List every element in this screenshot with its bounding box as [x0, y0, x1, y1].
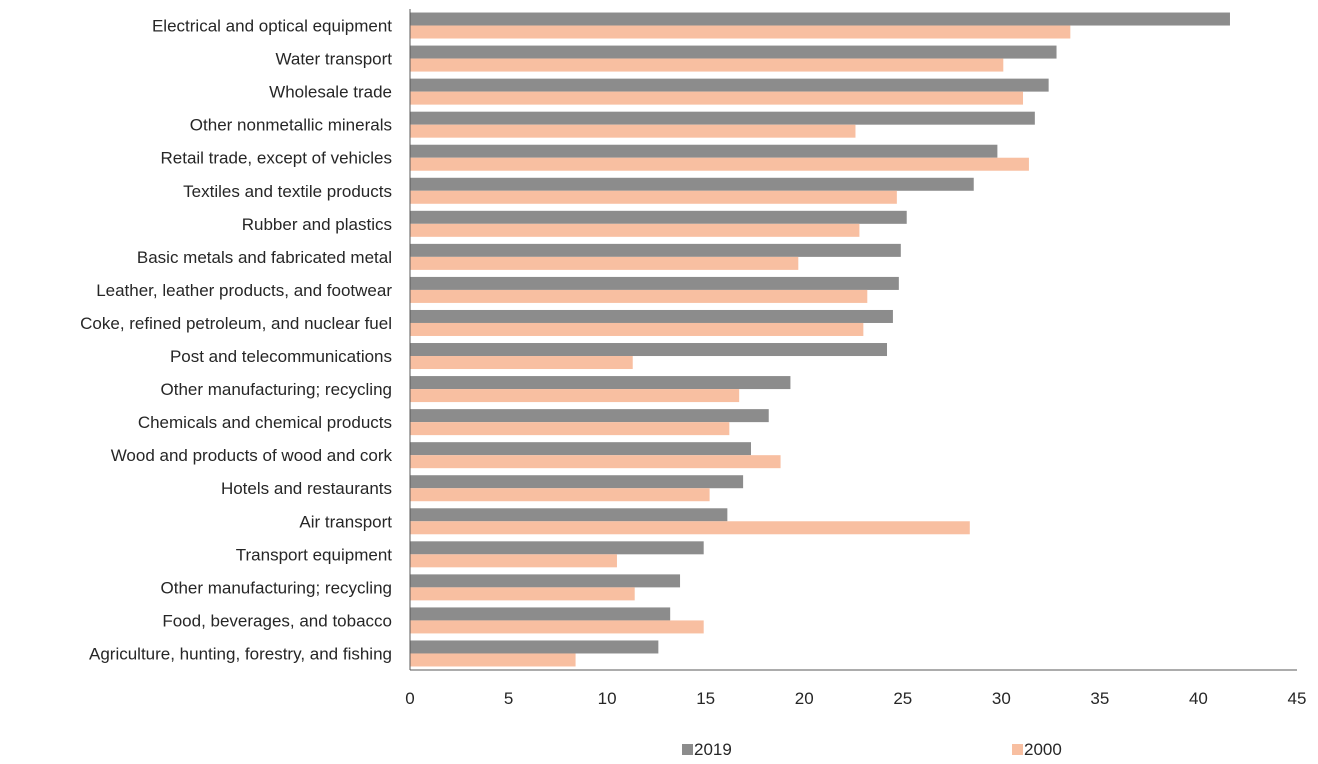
legend-label-2000: 2000	[1024, 740, 1062, 759]
category-label: Hotels and restaurants	[221, 479, 392, 498]
x-tick-label: 5	[504, 689, 513, 708]
category-label: Air transport	[299, 512, 392, 531]
bar-2000-4	[410, 157, 1029, 171]
x-tick-label: 25	[893, 689, 912, 708]
bar-2019-8	[410, 276, 899, 290]
bar-2019-7	[410, 243, 901, 257]
category-label: Agriculture, hunting, forestry, and fish…	[89, 644, 392, 663]
bar-2000-5	[410, 190, 897, 204]
bar-2000-9	[410, 322, 864, 336]
bar-2000-7	[410, 256, 799, 270]
bar-2019-0	[410, 12, 1230, 26]
category-label: Leather, leather products, and footwear	[96, 281, 392, 300]
bar-2000-13	[410, 455, 781, 469]
x-tick-label: 45	[1288, 689, 1307, 708]
category-label: Post and telecommunications	[170, 347, 392, 366]
category-label: Transport equipment	[236, 545, 393, 564]
legend: 2019 2000	[682, 740, 1062, 759]
bars-layer	[410, 12, 1230, 667]
bar-2000-0	[410, 25, 1071, 39]
axes	[409, 9, 1297, 671]
bar-2019-9	[410, 309, 893, 323]
bar-2000-14	[410, 488, 710, 502]
bar-2000-3	[410, 124, 856, 138]
legend-label-2019: 2019	[694, 740, 732, 759]
bar-2000-10	[410, 356, 633, 370]
category-label: Other manufacturing; recycling	[161, 380, 393, 399]
bar-2019-6	[410, 210, 907, 224]
x-tick-label: 40	[1189, 689, 1208, 708]
legend-swatch-2000	[1012, 744, 1023, 755]
bar-2000-6	[410, 223, 860, 237]
bar-2019-4	[410, 144, 998, 158]
category-label: Electrical and optical equipment	[152, 17, 392, 36]
bar-2019-11	[410, 376, 791, 390]
x-tick-label: 15	[696, 689, 715, 708]
category-labels: Electrical and optical equipment Water tr…	[80, 17, 392, 664]
category-label: Wholesale trade	[269, 83, 392, 102]
bar-2000-17	[410, 587, 635, 601]
bar-2000-11	[410, 389, 740, 403]
category-label: Food, beverages, and tobacco	[162, 611, 392, 630]
x-tick-label: 20	[795, 689, 814, 708]
x-tick-label: 35	[1090, 689, 1109, 708]
x-tick-labels: 0 5 10 15 20 25 30 35 40 45	[405, 689, 1306, 708]
bar-2000-16	[410, 554, 617, 568]
bar-2019-17	[410, 574, 681, 588]
bar-2019-1	[410, 45, 1057, 59]
category-label: Chemicals and chemical products	[138, 413, 392, 432]
legend-swatch-2019	[682, 744, 693, 755]
bar-2000-2	[410, 91, 1024, 105]
bar-2000-8	[410, 289, 868, 303]
bar-2019-18	[410, 607, 671, 621]
x-tick-label: 0	[405, 689, 414, 708]
bar-2019-14	[410, 475, 744, 489]
bar-2019-5	[410, 177, 974, 191]
x-tick-label: 10	[598, 689, 617, 708]
bar-2019-3	[410, 111, 1035, 125]
category-label: Wood and products of wood and cork	[111, 446, 393, 465]
category-label: Other manufacturing; recycling	[161, 578, 393, 597]
category-label: Other nonmetallic minerals	[190, 116, 392, 135]
category-label: Water transport	[275, 50, 392, 69]
bar-2019-13	[410, 442, 752, 456]
bar-2019-16	[410, 541, 704, 555]
category-label: Textiles and textile products	[183, 182, 392, 201]
bar-2000-18	[410, 620, 704, 634]
bar-2000-1	[410, 58, 1004, 72]
category-label: Basic metals and fabricated metal	[137, 248, 392, 267]
bar-2000-15	[410, 521, 970, 535]
x-tick-label: 30	[992, 689, 1011, 708]
category-label: Retail trade, except of vehicles	[160, 149, 392, 168]
bar-2000-19	[410, 653, 576, 667]
bar-2000-12	[410, 422, 730, 436]
category-label: Rubber and plastics	[242, 215, 392, 234]
bar-2019-19	[410, 640, 659, 654]
bar-2019-2	[410, 78, 1049, 92]
category-label: Coke, refined petroleum, and nuclear fue…	[80, 314, 392, 333]
bar-2019-12	[410, 409, 769, 423]
bar-2019-15	[410, 508, 728, 522]
bar-2019-10	[410, 343, 888, 357]
